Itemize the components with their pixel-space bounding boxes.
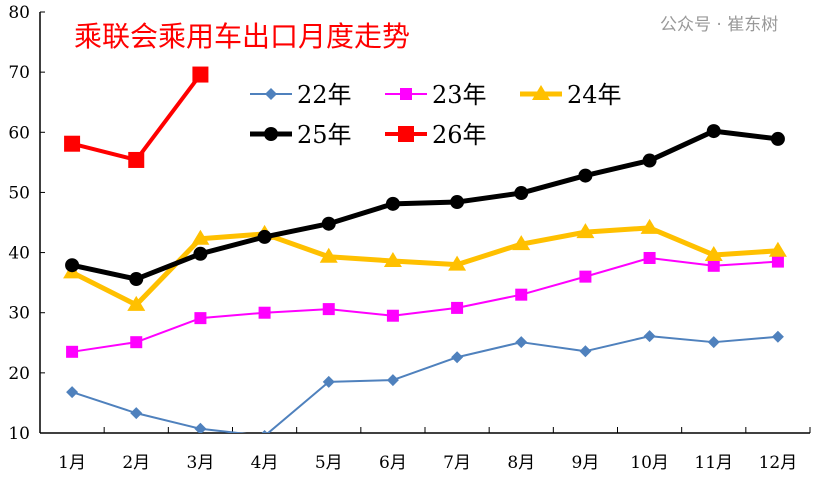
legend-item: 23年 [385,81,487,109]
data-point [771,330,784,343]
y-tick-label: 30 [8,304,30,324]
axes: 10 20 30 40 50 60 70 80 1月 2月 3月 4月 5月 6月 7月 8月 9月 10月 11月… [8,3,811,473]
data-point [386,309,399,322]
series-line [71,335,779,433]
x-tick-label: 9月 [572,453,600,473]
x-tick-label: 12月 [759,453,798,473]
data-point [383,251,402,267]
data-point [386,374,399,387]
data-point [704,245,723,261]
x-tick-label: 8月 [507,453,535,473]
data-point [514,186,529,201]
data-point [192,66,209,83]
data-point [642,153,657,168]
legend-label: 22年 [297,81,352,109]
y-tick-label: 70 [8,63,30,83]
data-point [643,330,656,343]
data-point [130,336,143,349]
series-group [63,66,787,433]
x-tick-label: 11月 [694,453,733,473]
legend-marker [264,127,278,141]
legend-item: 22年 [250,81,352,109]
series-line [71,73,203,162]
data-point [66,386,79,399]
x-tick-label: 4月 [251,453,279,473]
data-point [770,131,785,146]
data-point [450,195,465,210]
data-point [130,407,143,420]
data-point [451,351,464,364]
y-tick-label: 50 [8,183,30,203]
legend-item: 26年 [385,121,487,149]
legend: 22年 23年 24年 25年 26年 [250,81,622,149]
legend-marker [398,126,414,142]
x-tick-label: 1月 [58,453,86,473]
legend-item: 25年 [250,121,352,149]
legend-label: 26年 [432,121,487,149]
legend-item: 24年 [520,81,622,109]
data-point [643,251,656,264]
y-tick-label: 40 [8,244,30,264]
data-point [578,168,593,183]
y-tick-label: 20 [8,364,30,384]
x-tick-label: 6月 [379,453,407,473]
x-tick-label: 3月 [187,453,215,473]
x-tick-label: 2月 [122,453,150,473]
legend-label: 24年 [567,81,622,109]
series-line [70,225,779,308]
x-tick-label: 5月 [315,453,343,473]
series-line [71,256,778,353]
series-23年 [66,251,784,358]
data-point [768,241,787,257]
series-22年 [66,330,784,433]
legend-marker [400,88,412,100]
legend-marker [265,88,277,100]
legend-label: 23年 [432,81,487,109]
data-point [322,375,335,388]
data-point [261,430,268,433]
data-point [194,422,207,433]
x-tick-label: 10月 [630,453,669,473]
data-point [321,216,336,231]
data-point [129,272,144,287]
data-point [322,303,335,316]
series-line [71,128,779,282]
legend-marker [532,85,550,100]
data-point [707,336,720,349]
data-point [258,306,271,319]
data-point [193,246,208,261]
data-point [127,295,146,311]
data-point [194,312,207,325]
y-tick-label: 60 [8,123,30,143]
data-point [579,270,592,283]
data-point [579,345,592,358]
legend-label: 25年 [297,121,352,149]
data-point [319,247,338,263]
data-point [706,124,721,139]
data-point [385,196,400,211]
data-point [66,345,79,358]
data-point [448,255,467,271]
data-point [191,229,210,245]
x-tick-label: 7月 [443,453,471,473]
data-point [515,288,528,301]
data-point [640,218,659,234]
data-point [65,258,80,273]
y-tick-label: 80 [8,3,30,23]
watermark: 公众号 · 崔东树 [660,15,778,35]
data-point [512,235,531,251]
data-point [64,135,81,152]
y-tick-label: 10 [8,424,30,444]
data-point [707,259,720,272]
data-point [128,151,145,168]
data-point [257,229,272,244]
series-26年 [64,66,209,168]
data-point [576,223,595,239]
chart-title: 乘联会乘用车出口月度走势 [74,20,410,53]
data-point [515,336,528,349]
data-point [771,255,784,268]
data-point [451,301,464,314]
series-25年 [65,124,785,287]
